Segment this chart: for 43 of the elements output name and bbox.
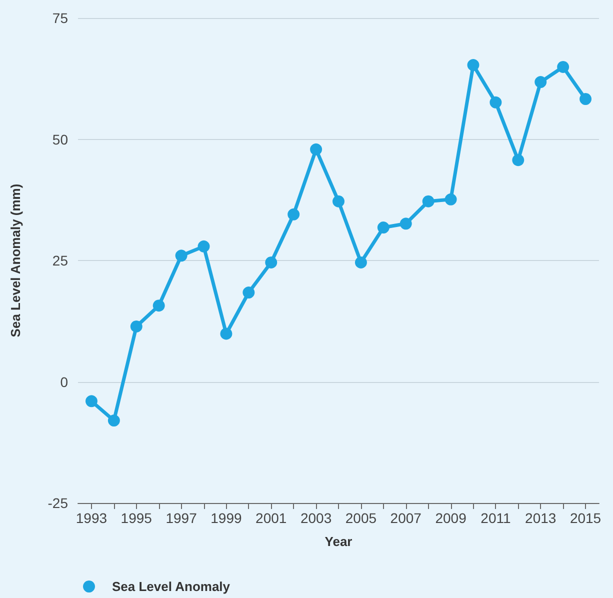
x-tick-label: 2013 — [525, 510, 556, 526]
x-tick-label: 1997 — [166, 510, 198, 526]
point — [152, 300, 165, 312]
point — [130, 320, 142, 332]
y-tick-label: 50 — [52, 131, 68, 148]
point — [512, 154, 524, 166]
x-tick-label: 2003 — [300, 510, 332, 526]
x-tick-label: 2009 — [435, 510, 467, 526]
point — [534, 76, 547, 88]
y-tick-label: 25 — [52, 252, 68, 268]
point — [580, 93, 592, 105]
point — [108, 414, 120, 427]
point — [288, 208, 300, 220]
point — [220, 328, 232, 340]
x-tick-label: 1999 — [210, 510, 242, 526]
y-axis-title: Sea Level Anomaly (mm) — [8, 184, 23, 338]
y-tick-label: -25 — [48, 495, 68, 511]
point — [332, 195, 344, 208]
point — [377, 222, 390, 234]
y-tick-label: 75 — [52, 10, 68, 26]
point — [85, 395, 98, 408]
x-tick-label: 2015 — [570, 510, 602, 526]
x-axis-title: Year — [324, 534, 352, 549]
x-tick-label: 2001 — [256, 510, 287, 526]
point — [490, 96, 502, 108]
point — [310, 143, 322, 156]
point — [354, 256, 367, 268]
x-tick-label: 2007 — [390, 510, 422, 526]
y-tick-label: 0 — [60, 374, 68, 390]
point — [242, 286, 255, 299]
point — [557, 60, 570, 73]
legend-label: Sea Level Anomaly — [112, 579, 231, 594]
x-tick-label: 2011 — [480, 510, 511, 526]
point — [467, 59, 480, 72]
point — [175, 250, 188, 262]
x-tick-label: 1993 — [76, 510, 108, 526]
point — [265, 256, 278, 268]
point — [400, 218, 412, 230]
x-tick-label: 1995 — [120, 510, 152, 526]
point — [198, 240, 210, 252]
x-tick-label: 2005 — [345, 510, 377, 526]
point — [422, 195, 434, 208]
point — [444, 193, 457, 206]
